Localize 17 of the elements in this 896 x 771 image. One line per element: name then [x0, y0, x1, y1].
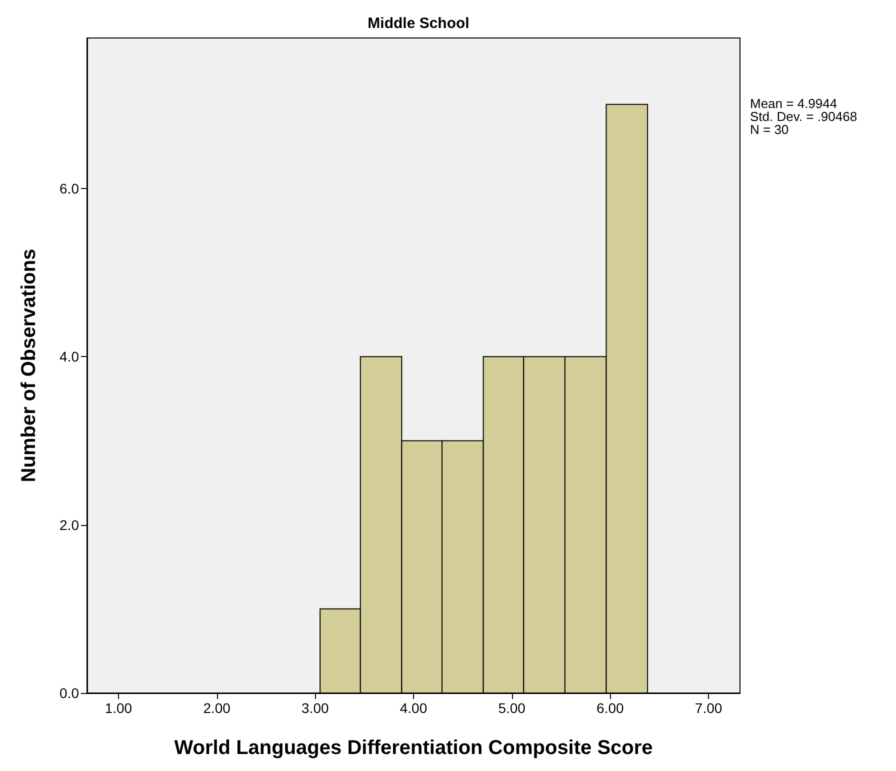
x-axis-title: World Languages Differentiation Composite Score — [174, 737, 653, 759]
x-tick-label: 3.00 — [302, 700, 329, 716]
x-tick-label: 1.00 — [104, 700, 132, 716]
y-tick-label: 6.0 — [60, 180, 80, 197]
y-axis-title: Number of Observations — [18, 248, 40, 482]
x-tick-label: 2.00 — [203, 700, 231, 716]
text: Mean = 4.9944 — [750, 96, 838, 111]
text: N = 30 — [750, 122, 789, 137]
y-tick-label: 4.0 — [60, 348, 80, 365]
chart-title: Middle School — [368, 15, 470, 32]
x-tick-label: 7.00 — [694, 700, 722, 716]
x-tick-label: 5.00 — [498, 700, 526, 716]
x-tick-label: 4.00 — [400, 700, 428, 716]
text: Std. Dev. = .90468 — [750, 109, 858, 124]
x-tick-label: 6.00 — [596, 700, 624, 716]
y-tick-label: 2.0 — [60, 516, 80, 533]
y-tick-label: 0.0 — [60, 685, 80, 701]
